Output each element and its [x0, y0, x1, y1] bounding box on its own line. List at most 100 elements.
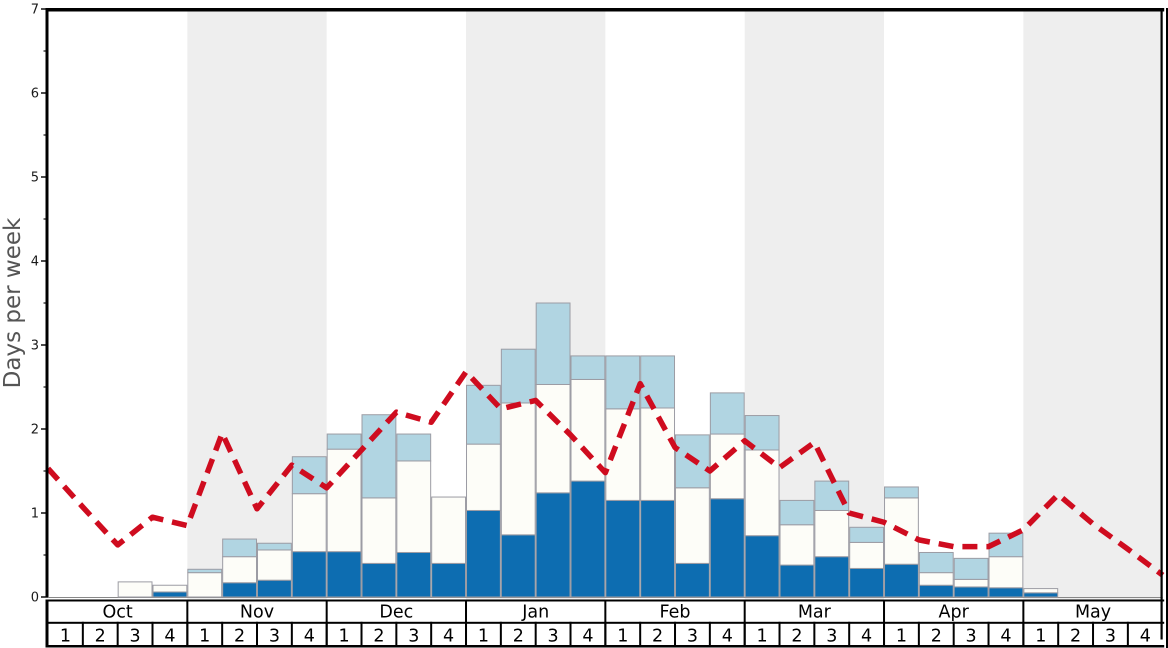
y-tick-label: 6: [31, 87, 39, 102]
bar-segment-lightblue: [291, 456, 327, 495]
month-label: Feb: [660, 603, 691, 623]
bar-segment-lightblue: [396, 433, 432, 462]
bar-segment-darkblue: [640, 499, 676, 598]
week-cell-border: [848, 621, 851, 648]
bar-segment-lightblue: [187, 568, 223, 574]
month-label: May: [1075, 603, 1111, 623]
bar-segment-darkblue: [152, 591, 188, 598]
bar-segment-white: [744, 449, 780, 537]
red-dashed-trend-line: [45, 369, 1165, 578]
week-number-label: 2: [652, 627, 663, 647]
week-cell-border: [1022, 621, 1025, 648]
bar-segment-lightblue: [605, 355, 641, 410]
bar-segment-white: [396, 460, 432, 553]
bar-segment-white: [640, 407, 676, 501]
week-number-label: 4: [582, 627, 593, 647]
week-cell-border: [813, 621, 816, 648]
bar-segment-darkblue: [814, 556, 850, 598]
plot-border-left: [45, 8, 49, 597]
week-cell-border: [430, 621, 433, 648]
bar-segment-darkblue: [361, 562, 397, 598]
week-cell-border: [778, 621, 781, 648]
shaded-month-band: [1023, 9, 1163, 600]
month-label: Apr: [939, 603, 970, 623]
bar-segment-lightblue: [640, 355, 676, 409]
month-label: Mar: [798, 603, 832, 623]
week-cell-border: [1092, 621, 1095, 648]
week-cell-border: [639, 621, 642, 648]
y-tick-label: 0: [31, 591, 39, 606]
bar-segment-white: [918, 572, 954, 586]
bar-segment-lightblue: [709, 392, 745, 435]
bar-segment-white: [187, 572, 223, 598]
bar-segment-darkblue: [291, 551, 327, 598]
week-number-label: 1: [199, 627, 210, 647]
bar-segment-lightblue: [953, 557, 989, 580]
y-tick-label: 7: [31, 3, 39, 18]
y-major-tick: [41, 344, 48, 346]
y-tick-label: 3: [31, 339, 39, 354]
week-number-label: 2: [931, 627, 942, 647]
week-number-label: 3: [408, 627, 419, 647]
week-cell-border: [360, 621, 363, 648]
week-number-label: 1: [757, 627, 768, 647]
bar-segment-white: [953, 578, 989, 588]
week-cell-border: [1057, 621, 1060, 648]
bar-segment-white: [675, 487, 710, 564]
week-number-label: 3: [687, 627, 698, 647]
month-label: Nov: [240, 603, 274, 623]
bar-segment-darkblue: [675, 562, 710, 598]
bar-segment-white: [291, 493, 327, 553]
week-cell-border: [674, 621, 677, 648]
bar-segment-white: [814, 509, 850, 558]
bar-segment-white: [849, 541, 885, 569]
bar-segment-lightblue: [361, 414, 397, 499]
bar-segment-white: [361, 497, 397, 564]
bar-segment-darkblue: [222, 582, 258, 598]
week-cell-border: [1126, 621, 1129, 648]
y-major-tick: [41, 428, 48, 430]
week-number-label: 2: [513, 627, 524, 647]
week-number-label: 2: [373, 627, 384, 647]
bar-segment-darkblue: [884, 563, 919, 598]
week-cell-border: [186, 621, 189, 648]
week-number-label: 1: [896, 627, 907, 647]
week-number-label: 4: [304, 627, 315, 647]
bar-segment-darkblue: [605, 499, 641, 598]
week-number-label: 3: [826, 627, 837, 647]
week-number-label: 4: [722, 627, 733, 647]
bar-segment-lightblue: [500, 348, 536, 404]
bar-segment-lightblue: [849, 526, 885, 543]
bar-segment-lightblue: [535, 302, 571, 385]
week-number-label: 1: [60, 627, 71, 647]
week-cell-border: [465, 621, 468, 648]
week-number-label: 2: [95, 627, 106, 647]
week-cell-border: [256, 621, 259, 648]
bar-segment-darkblue: [570, 480, 606, 598]
bar-segment-darkblue: [326, 551, 362, 598]
y-tick-label: 4: [31, 255, 39, 270]
week-cell-border: [395, 621, 398, 648]
week-cell-border: [151, 621, 154, 648]
bar-segment-darkblue: [709, 498, 745, 598]
week-cell-border: [883, 621, 886, 648]
plot-border-top: [45, 8, 1165, 12]
bar-segment-lightblue: [466, 384, 501, 445]
week-number-label: 1: [478, 627, 489, 647]
y-major-tick: [41, 92, 48, 94]
week-number-label: 2: [1070, 627, 1081, 647]
bar-segment-darkblue: [953, 586, 989, 598]
bar-segment-darkblue: [500, 534, 536, 598]
bar-segment-darkblue: [396, 551, 432, 598]
bar-segment-darkblue: [918, 584, 954, 598]
week-cell-border: [569, 621, 572, 648]
week-cell-border: [743, 621, 746, 648]
y-major-tick: [41, 260, 48, 262]
week-number-label: 3: [130, 627, 141, 647]
week-number-label: 3: [966, 627, 977, 647]
month-label: Oct: [103, 603, 133, 623]
week-cell-border: [325, 621, 328, 648]
week-cell-border: [987, 621, 990, 648]
week-cell-border: [534, 621, 537, 648]
